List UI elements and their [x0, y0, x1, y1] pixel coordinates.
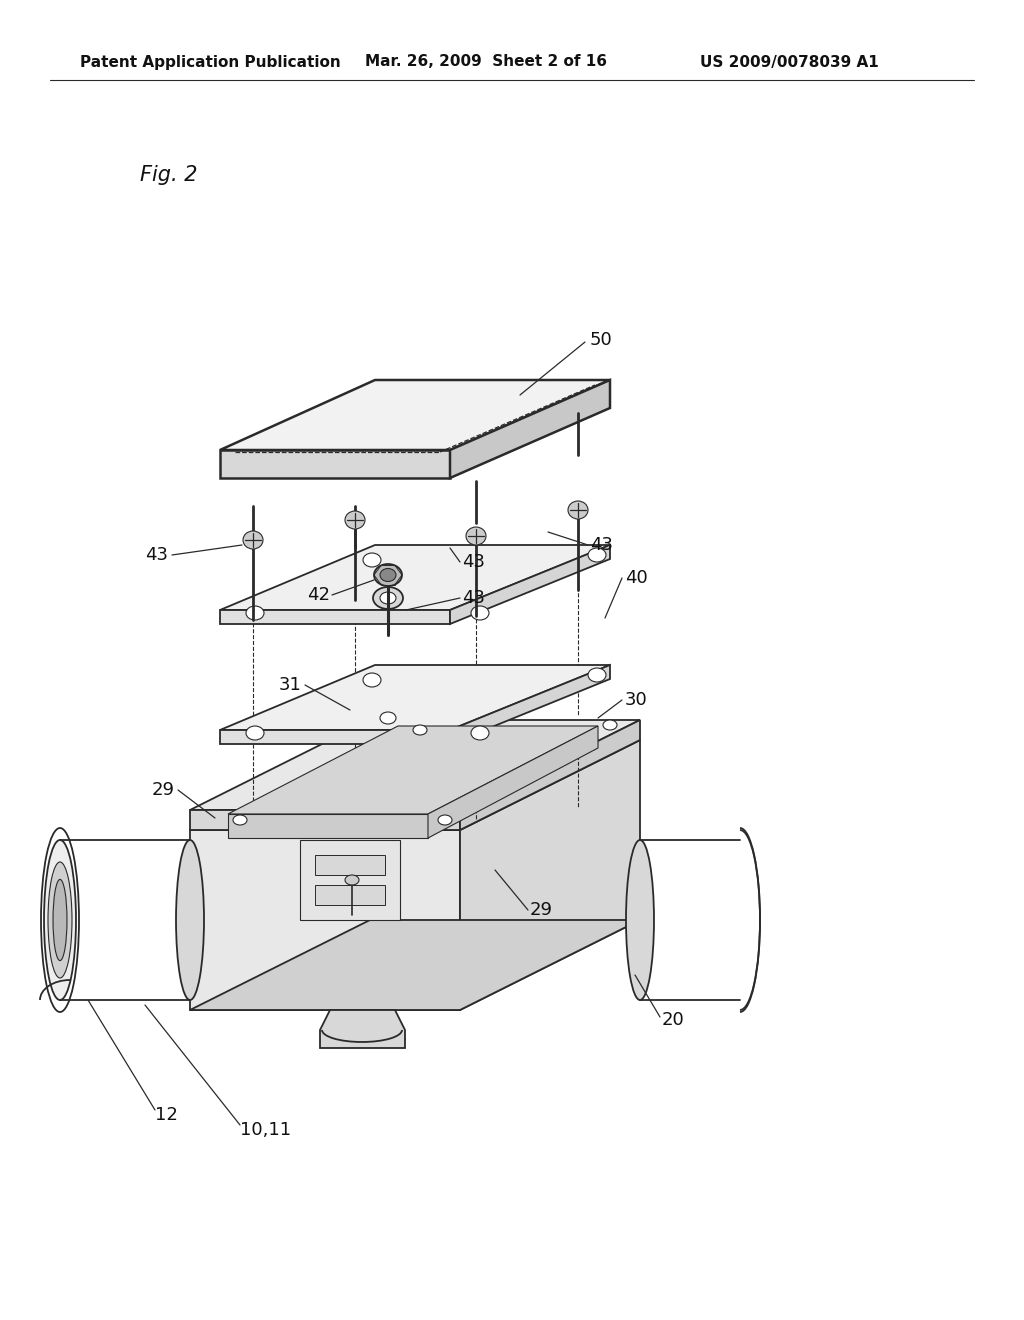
Text: 43: 43 — [462, 553, 485, 572]
Text: 29: 29 — [152, 781, 175, 799]
Polygon shape — [220, 665, 610, 730]
Polygon shape — [220, 730, 450, 744]
Ellipse shape — [362, 553, 381, 568]
Ellipse shape — [345, 511, 365, 529]
Text: 40: 40 — [625, 569, 648, 587]
Ellipse shape — [380, 711, 396, 723]
Polygon shape — [220, 545, 610, 610]
Ellipse shape — [466, 527, 486, 545]
Ellipse shape — [233, 814, 247, 825]
Text: 30: 30 — [625, 690, 648, 709]
Polygon shape — [315, 884, 385, 906]
Ellipse shape — [246, 726, 264, 741]
Ellipse shape — [588, 548, 606, 562]
Polygon shape — [315, 855, 385, 875]
Text: 10,11: 10,11 — [240, 1121, 291, 1139]
Text: 29: 29 — [530, 902, 553, 919]
Ellipse shape — [246, 606, 264, 620]
Ellipse shape — [362, 673, 381, 686]
Ellipse shape — [471, 726, 489, 741]
Ellipse shape — [176, 840, 204, 1001]
Polygon shape — [428, 726, 598, 838]
Ellipse shape — [374, 564, 402, 586]
Ellipse shape — [380, 591, 396, 605]
Text: Fig. 2: Fig. 2 — [140, 165, 198, 185]
Polygon shape — [460, 741, 640, 1010]
Ellipse shape — [438, 814, 452, 825]
Ellipse shape — [243, 531, 263, 549]
Polygon shape — [190, 810, 460, 830]
Ellipse shape — [44, 840, 76, 1001]
Text: US 2009/0078039 A1: US 2009/0078039 A1 — [700, 54, 879, 70]
Polygon shape — [220, 450, 450, 478]
Polygon shape — [190, 741, 640, 830]
Text: 42: 42 — [307, 586, 330, 605]
Polygon shape — [319, 1010, 406, 1048]
Ellipse shape — [380, 569, 396, 582]
Polygon shape — [450, 545, 610, 624]
Polygon shape — [300, 840, 400, 920]
Text: 43: 43 — [462, 589, 485, 607]
Ellipse shape — [471, 606, 489, 620]
Text: Mar. 26, 2009  Sheet 2 of 16: Mar. 26, 2009 Sheet 2 of 16 — [365, 54, 607, 70]
Polygon shape — [450, 380, 610, 478]
Polygon shape — [220, 610, 450, 624]
Text: 43: 43 — [590, 536, 613, 554]
Ellipse shape — [373, 587, 403, 609]
Ellipse shape — [626, 840, 654, 1001]
Polygon shape — [190, 719, 640, 810]
Ellipse shape — [345, 875, 359, 884]
Polygon shape — [228, 726, 598, 814]
Text: 43: 43 — [145, 546, 168, 564]
Polygon shape — [190, 920, 640, 1010]
Ellipse shape — [588, 668, 606, 682]
Text: 50: 50 — [590, 331, 612, 348]
Ellipse shape — [413, 725, 427, 735]
Polygon shape — [228, 814, 428, 838]
Ellipse shape — [603, 719, 617, 730]
Polygon shape — [460, 719, 640, 830]
Text: 12: 12 — [155, 1106, 178, 1125]
Ellipse shape — [568, 502, 588, 519]
Text: 20: 20 — [662, 1011, 685, 1030]
Polygon shape — [190, 830, 460, 1010]
Polygon shape — [220, 380, 610, 450]
Polygon shape — [450, 665, 610, 744]
Text: 31: 31 — [280, 676, 302, 694]
Ellipse shape — [48, 862, 72, 978]
Ellipse shape — [53, 879, 67, 961]
Text: Patent Application Publication: Patent Application Publication — [80, 54, 341, 70]
